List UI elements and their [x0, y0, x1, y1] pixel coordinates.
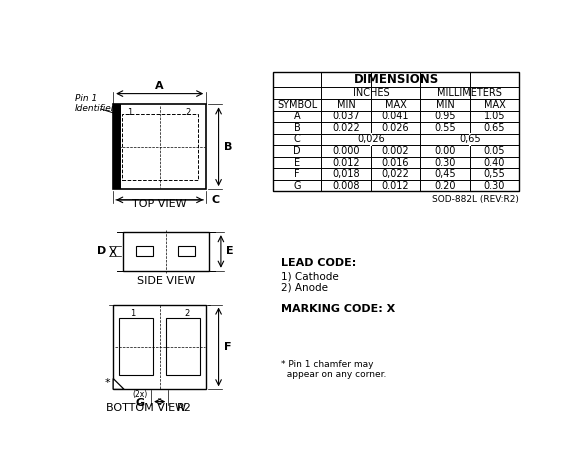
- Text: B: B: [224, 142, 233, 152]
- Text: MIN: MIN: [436, 100, 454, 110]
- Text: A: A: [155, 81, 164, 91]
- Polygon shape: [113, 379, 124, 389]
- Text: 2: 2: [184, 309, 189, 318]
- Text: MILLIMETERS: MILLIMETERS: [437, 88, 502, 98]
- Text: 0.30: 0.30: [434, 158, 456, 168]
- Text: 1: 1: [130, 309, 135, 318]
- Bar: [122, 114, 198, 180]
- Text: A: A: [294, 111, 300, 121]
- Text: 0,026: 0,026: [357, 135, 385, 144]
- Text: C: C: [212, 195, 220, 205]
- Text: SOD-882L (REV:R2): SOD-882L (REV:R2): [433, 194, 519, 203]
- Bar: [136, 246, 153, 256]
- Text: 0.40: 0.40: [484, 158, 505, 168]
- Text: 0.008: 0.008: [332, 181, 360, 191]
- Text: 0,45: 0,45: [434, 169, 456, 179]
- Text: 0.00: 0.00: [434, 146, 456, 156]
- Text: D: D: [293, 146, 301, 156]
- Text: C: C: [294, 135, 300, 144]
- Text: 1.05: 1.05: [484, 111, 505, 121]
- Text: MAX: MAX: [385, 100, 406, 110]
- Text: *: *: [104, 378, 110, 388]
- Bar: [178, 246, 195, 256]
- Text: Pin 1
Identifier: Pin 1 Identifier: [75, 93, 115, 113]
- Text: 0.037: 0.037: [332, 111, 360, 121]
- Bar: [113, 104, 121, 189]
- Text: 0.95: 0.95: [434, 111, 456, 121]
- Text: 0.05: 0.05: [484, 146, 505, 156]
- Text: 0,018: 0,018: [332, 169, 360, 179]
- Text: F: F: [294, 169, 300, 179]
- Text: F: F: [224, 342, 231, 352]
- Text: BOTTOM VIEW: BOTTOM VIEW: [106, 403, 186, 413]
- Text: D: D: [97, 246, 106, 256]
- Text: 0.016: 0.016: [382, 158, 409, 168]
- Text: B: B: [294, 123, 300, 133]
- Text: SYMBOL: SYMBOL: [277, 100, 317, 110]
- Text: 0.012: 0.012: [382, 181, 409, 191]
- Text: 0.30: 0.30: [484, 181, 505, 191]
- Text: MIN: MIN: [337, 100, 356, 110]
- Bar: [113, 304, 206, 389]
- Text: 0,022: 0,022: [382, 169, 409, 179]
- Text: TOP VIEW: TOP VIEW: [132, 200, 187, 210]
- Text: R2: R2: [177, 403, 192, 413]
- Bar: [113, 104, 206, 189]
- Text: 0,55: 0,55: [484, 169, 505, 179]
- Text: 1) Cathode: 1) Cathode: [280, 271, 338, 281]
- Text: 0.55: 0.55: [434, 123, 456, 133]
- Text: 0.041: 0.041: [382, 111, 409, 121]
- Text: 0.20: 0.20: [434, 181, 456, 191]
- Text: LEAD CODE:: LEAD CODE:: [280, 258, 356, 268]
- Text: 1: 1: [127, 108, 132, 117]
- Text: INCHES: INCHES: [353, 88, 389, 98]
- Bar: [123, 232, 209, 271]
- Text: DIMENSIONS: DIMENSIONS: [353, 73, 438, 86]
- Text: 0.000: 0.000: [332, 146, 360, 156]
- Text: G: G: [293, 181, 301, 191]
- Text: (2x): (2x): [133, 390, 148, 399]
- Text: SIDE VIEW: SIDE VIEW: [137, 277, 195, 287]
- Text: MARKING CODE: X: MARKING CODE: X: [280, 304, 395, 314]
- Text: * Pin 1 chamfer may
  appear on any corner.: * Pin 1 chamfer may appear on any corner…: [280, 360, 386, 379]
- Text: G: G: [136, 398, 145, 408]
- Text: 0,65: 0,65: [459, 135, 480, 144]
- Bar: [166, 319, 200, 375]
- Bar: [120, 319, 153, 375]
- Text: E: E: [226, 246, 234, 256]
- Text: 0.012: 0.012: [332, 158, 360, 168]
- Text: 0.002: 0.002: [382, 146, 409, 156]
- Text: 2: 2: [185, 108, 190, 117]
- Text: 0.65: 0.65: [484, 123, 505, 133]
- Text: 0.022: 0.022: [332, 123, 360, 133]
- Text: 2) Anode: 2) Anode: [280, 283, 328, 293]
- Text: 0.026: 0.026: [382, 123, 409, 133]
- Text: MAX: MAX: [484, 100, 505, 110]
- Bar: [273, 72, 519, 191]
- Text: E: E: [294, 158, 300, 168]
